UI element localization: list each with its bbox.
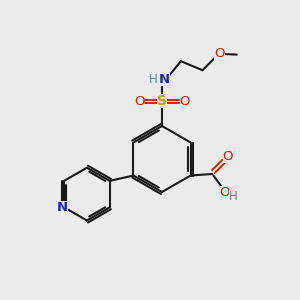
Text: H: H — [149, 73, 158, 86]
Text: H: H — [229, 190, 238, 203]
Text: N: N — [159, 73, 170, 86]
Text: O: O — [134, 95, 145, 108]
Text: O: O — [214, 46, 225, 60]
Text: O: O — [219, 185, 230, 199]
Text: N: N — [57, 201, 68, 214]
Text: O: O — [179, 95, 190, 108]
Text: S: S — [157, 94, 167, 108]
Text: O: O — [223, 149, 233, 163]
